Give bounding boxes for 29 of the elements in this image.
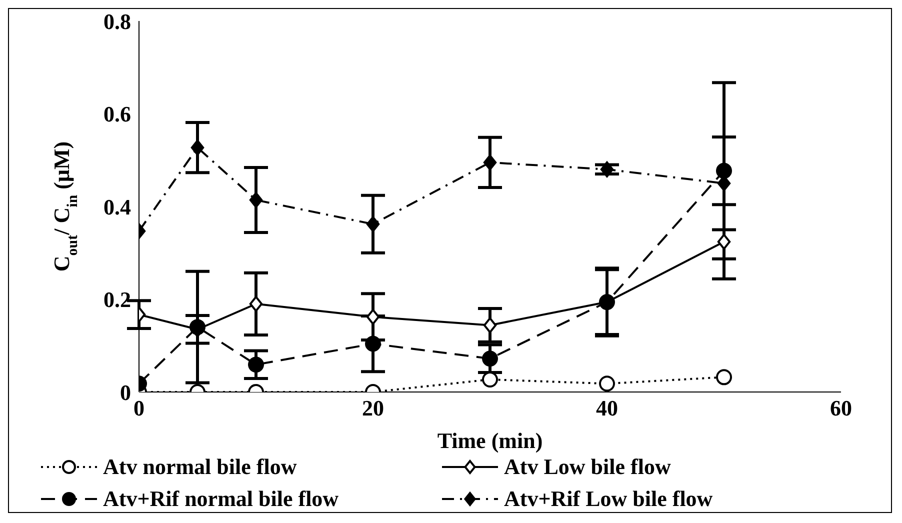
point [600,161,614,178]
y-tick-label: 0.8 [104,8,131,34]
y-tick-label: 0.2 [104,287,131,312]
x-axis-title: Time (min) [437,428,543,453]
legend-label: Atv+Rif normal bile flow [103,486,339,512]
y-tick-label: 0.4 [104,194,131,220]
x-tick-label: 20 [362,396,384,421]
point [599,376,615,392]
y-tick-label: 0.6 [104,102,131,127]
point [365,336,381,352]
point [249,296,263,312]
legend-label: Atv normal bile flow [103,454,297,480]
point [717,234,731,250]
point [483,154,497,170]
point [190,319,206,336]
point [366,308,380,325]
point [366,216,380,232]
legend-label: Atv Low bile flow [504,454,671,480]
point [483,317,497,334]
x-tick-label: 40 [596,396,618,421]
legend-label: Atv+Rif Low bile flow [504,486,713,512]
point [482,350,498,367]
point [190,140,204,156]
point [248,356,264,373]
y-tick-label: 0 [120,380,131,405]
point [716,369,732,386]
point [716,162,732,179]
point [249,192,263,208]
x-tick-label: 60 [830,396,852,421]
